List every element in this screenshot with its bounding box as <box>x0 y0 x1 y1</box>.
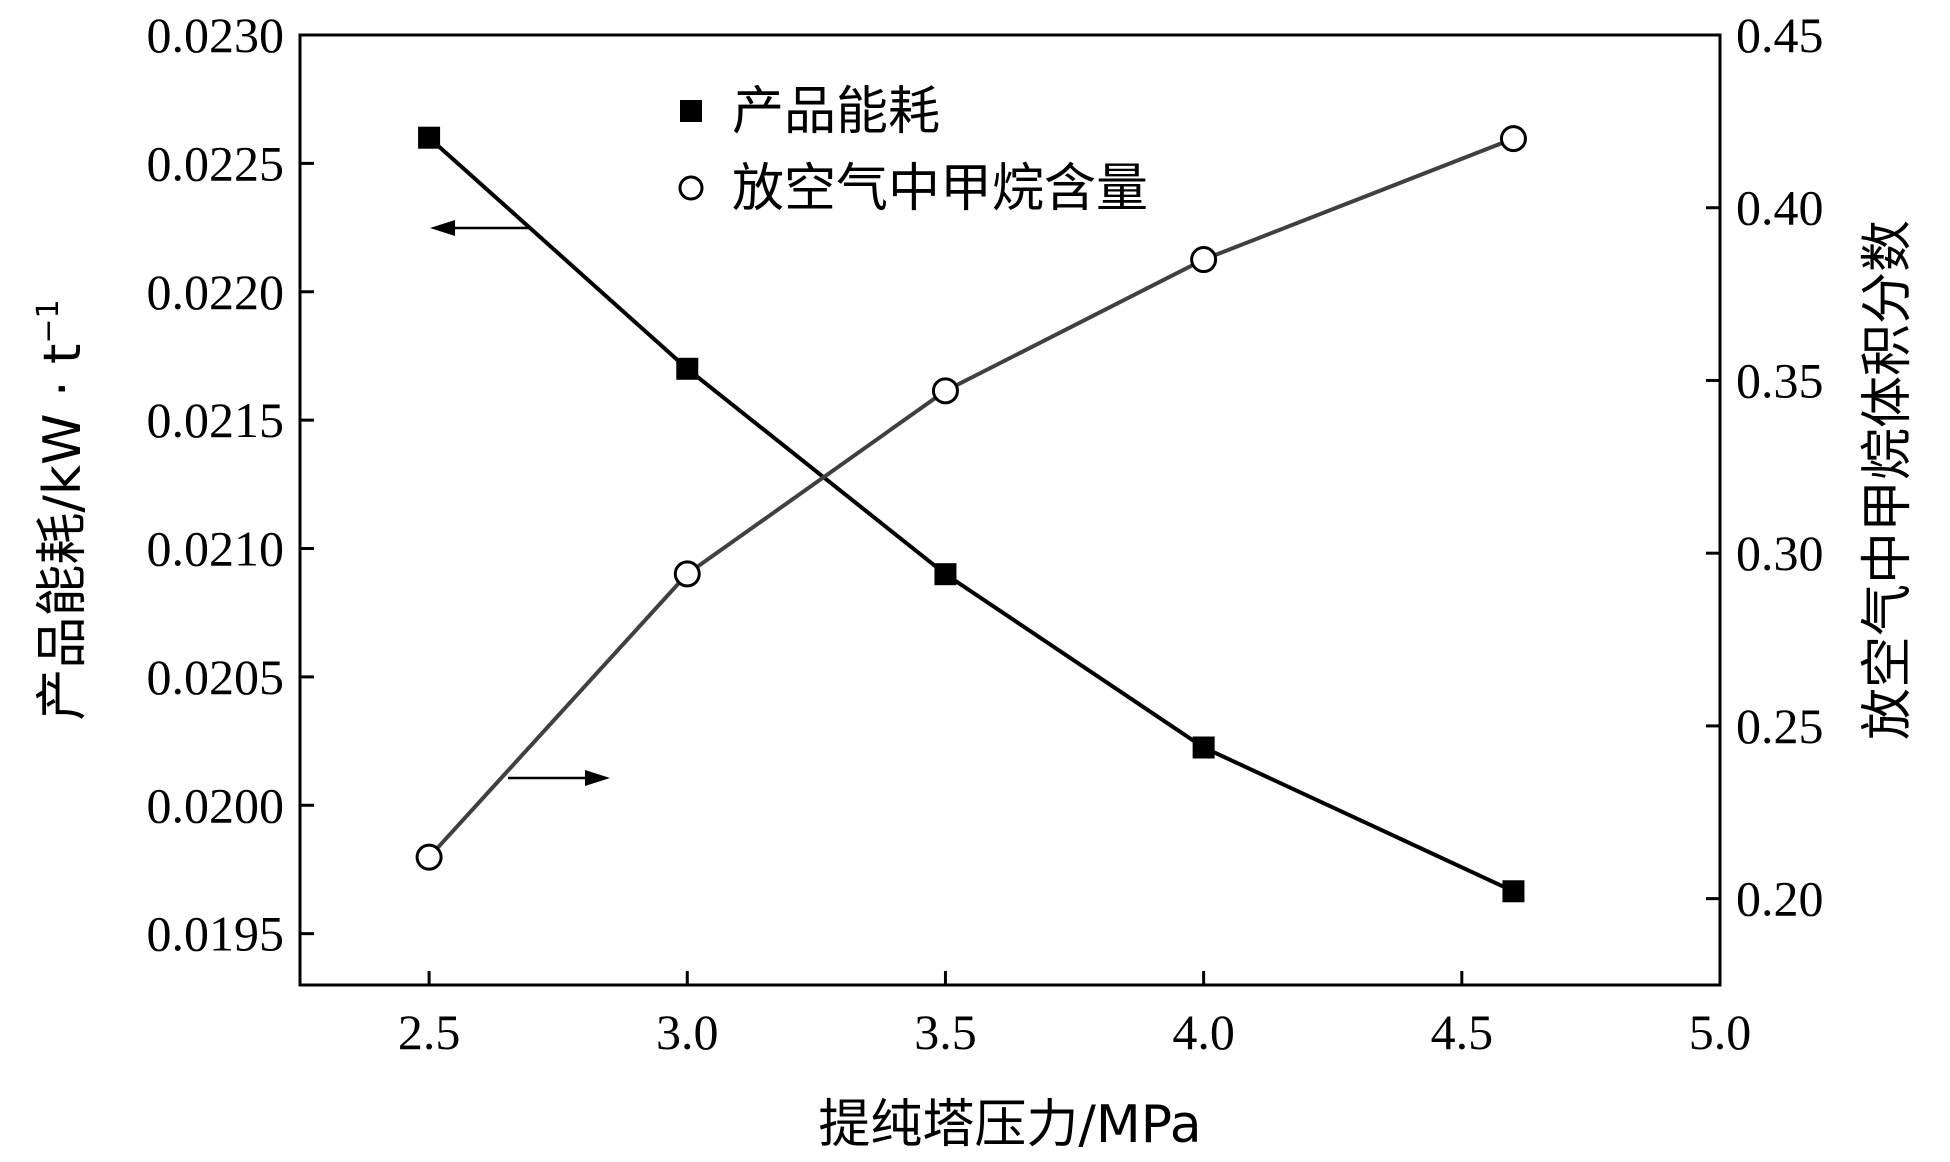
data-point-methane <box>1499 125 1527 153</box>
left-y-tick-label: 0.0230 <box>147 7 285 63</box>
right-y-axis-title: 放空气中甲烷体积分数 <box>1858 220 1918 740</box>
legend-marker-methane <box>678 175 704 201</box>
series-layer <box>415 125 1527 903</box>
x-axis-ticks: 2.5 3.0 3.5 4.0 4.5 5.0 <box>398 971 1751 1060</box>
left-y-axis-title-main: 产品能耗/ <box>33 495 93 721</box>
x-tick-label: 2.5 <box>398 1004 461 1060</box>
data-point-methane <box>415 843 443 871</box>
right-y-axis-ticks: 0.20 0.25 0.30 0.35 0.40 0.45 <box>1706 7 1824 927</box>
legend: 产品能耗 放空气中甲烷含量 <box>678 82 1148 219</box>
right-y-tick-label: 0.20 <box>1736 871 1824 927</box>
left-y-tick-label: 0.0200 <box>147 777 285 833</box>
data-point-energy <box>418 126 441 149</box>
right-y-tick-label: 0.45 <box>1736 7 1824 63</box>
x-axis-title: 提纯塔压力/MPa <box>818 1095 1201 1155</box>
left-axis-indicator-arrow <box>430 220 530 236</box>
left-y-axis-title: 产品能耗/kW · t−1 <box>31 299 93 720</box>
data-point-energy <box>676 357 699 380</box>
legend-label-methane: 放空气中甲烷含量 <box>732 159 1148 219</box>
left-y-tick-label: 0.0220 <box>147 264 285 320</box>
plot-frame <box>298 33 1722 987</box>
left-y-axis-title-exponent: −1 <box>31 299 66 343</box>
data-point-energy <box>1502 880 1525 903</box>
legend-marker-energy <box>680 100 702 122</box>
series-line-1 <box>427 136 1515 859</box>
data-point-energy <box>1192 736 1215 759</box>
left-y-tick-label: 0.0205 <box>147 649 285 705</box>
right-y-tick-label: 0.35 <box>1736 352 1824 408</box>
data-point-methane <box>931 377 959 405</box>
left-y-tick-label: 0.0210 <box>147 521 285 577</box>
x-tick-label: 5.0 <box>1689 1004 1752 1060</box>
left-y-axis-title-unit: kW · t <box>33 344 93 496</box>
x-tick-label: 4.5 <box>1431 1004 1494 1060</box>
right-y-tick-label: 0.25 <box>1736 698 1824 754</box>
left-y-axis-ticks: 0.0195 0.0200 0.0205 0.0210 0.0215 0.0220 0.02… <box>147 7 314 962</box>
left-y-tick-label: 0.0195 <box>147 906 285 962</box>
legend-label-energy: 产品能耗 <box>732 82 940 142</box>
right-axis-indicator-arrow <box>508 770 610 786</box>
data-point-energy <box>934 563 957 586</box>
x-tick-label: 4.0 <box>1172 1004 1235 1060</box>
right-y-tick-label: 0.40 <box>1736 180 1824 236</box>
left-y-tick-label: 0.0225 <box>147 135 285 191</box>
x-tick-label: 3.5 <box>914 1004 977 1060</box>
right-y-tick-label: 0.30 <box>1736 525 1824 581</box>
x-tick-label: 3.0 <box>656 1004 719 1060</box>
data-point-methane <box>673 560 701 588</box>
data-point-methane <box>1190 246 1218 274</box>
left-y-tick-label: 0.0215 <box>147 392 285 448</box>
